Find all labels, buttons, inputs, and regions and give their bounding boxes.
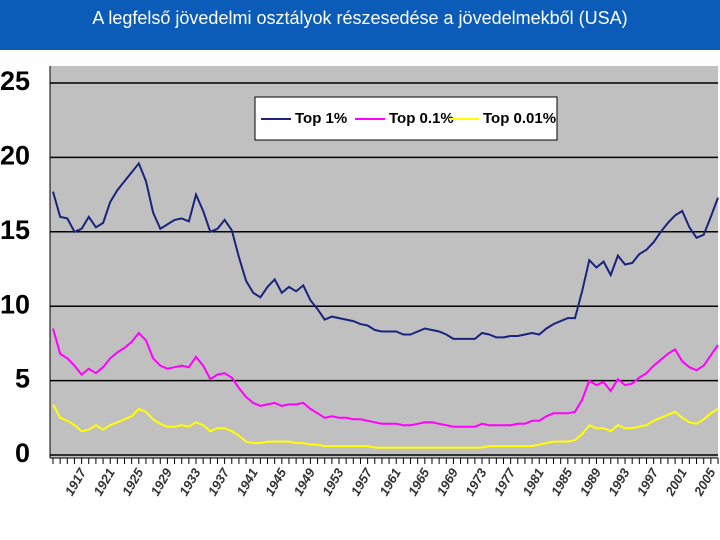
legend-label: Top 0.1%: [389, 110, 454, 127]
x-tick-label: 1977: [491, 465, 519, 498]
x-tick-label: 1941: [233, 466, 260, 499]
title-bar: A legfelső jövedelmi osztályok részesedé…: [0, 0, 720, 50]
x-tick-label: 2001: [662, 466, 690, 499]
x-tick-label: 1989: [577, 465, 605, 498]
y-tick-label: 25: [0, 66, 30, 96]
x-tick-label: 1933: [176, 465, 204, 498]
x-tick-label: 1937: [205, 465, 233, 498]
series-line: [52, 161, 719, 340]
y-tick-label: 5: [15, 364, 30, 394]
x-tick-label: 1961: [376, 466, 403, 499]
x-tick-label: 1993: [605, 465, 633, 498]
x-tick-label: 1929: [148, 465, 176, 498]
legend-label: Top 1%: [295, 110, 347, 127]
x-tick-label: 1953: [319, 465, 347, 498]
y-tick-label: 10: [0, 289, 30, 319]
x-tick-label: 1921: [90, 466, 117, 499]
y-tick-label: 20: [0, 141, 30, 171]
x-tick-label: 2005: [690, 465, 718, 499]
x-tick-label: 1997: [634, 465, 662, 498]
x-tick-label: 1973: [462, 465, 490, 498]
x-tick-label: 1957: [348, 465, 376, 498]
legend-box: [254, 96, 558, 141]
x-tick-label: 1981: [519, 466, 546, 499]
y-tick-label: 15: [0, 215, 30, 245]
x-tick-label: 1925: [119, 465, 147, 498]
x-tick-label: 1965: [405, 465, 433, 498]
x-tick-label: 1985: [548, 465, 576, 498]
y-tick-label: 0: [15, 438, 30, 468]
x-tick-label: 1945: [262, 465, 290, 498]
x-tick-label: 1949: [291, 465, 319, 498]
legend-label: Top 0.01%: [483, 110, 556, 127]
series-line: [52, 328, 719, 428]
x-tick-label: 1917: [62, 465, 90, 498]
series-line: [52, 403, 719, 449]
x-tick-label: 1969: [434, 465, 462, 498]
